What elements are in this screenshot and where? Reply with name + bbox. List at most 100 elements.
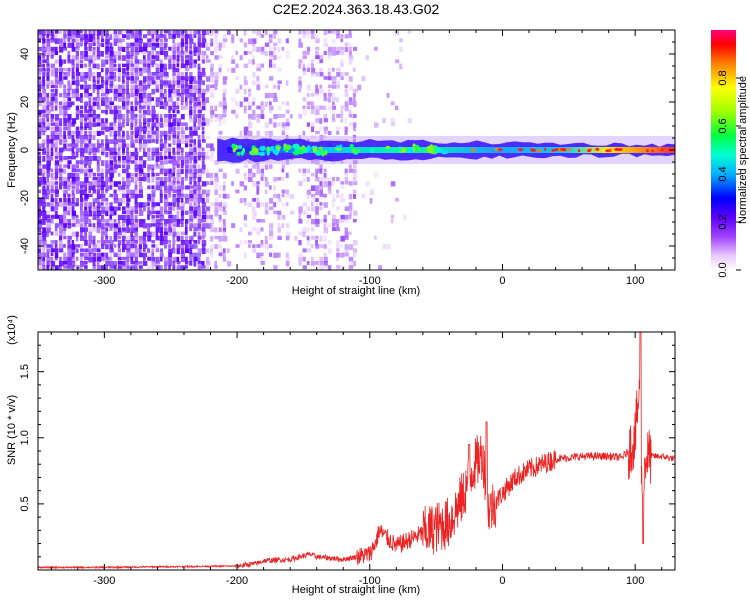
heatmap-cell	[159, 164, 165, 170]
heatmap-cell	[201, 101, 206, 106]
heatmap-cell	[96, 168, 100, 172]
heatmap-cell	[122, 72, 126, 78]
heatmap-cell	[180, 231, 186, 235]
heatmap-cell	[193, 34, 197, 38]
heatmap-cell	[185, 156, 189, 162]
heatmap-cell	[75, 181, 80, 186]
heatmap-cell	[294, 235, 298, 241]
heatmap-cell	[59, 72, 63, 77]
heatmap-cell	[42, 30, 46, 36]
heatmap-cell	[302, 72, 307, 76]
heatmap-cell	[54, 189, 59, 194]
heatmap-cell	[42, 51, 46, 56]
heatmap-cell	[75, 177, 80, 182]
heatmap-cell	[243, 172, 247, 177]
heatmap-cell	[206, 210, 211, 215]
heatmap-cell	[117, 172, 121, 177]
heatmap-cell	[269, 59, 273, 65]
heatmap-cell	[151, 42, 156, 47]
heatmap-cell	[42, 193, 47, 200]
heatmap-cell	[248, 114, 253, 120]
heatmap-cell	[269, 252, 273, 257]
heatmap-cell	[348, 122, 354, 127]
heatmap-cell	[109, 34, 113, 40]
heatmap-cell	[239, 227, 243, 232]
heatmap-cell	[101, 130, 105, 135]
heatmap-cell	[92, 214, 97, 220]
heatmap-cell	[134, 46, 139, 53]
heatmap-cell	[311, 101, 314, 106]
heatmap-cell	[340, 219, 345, 223]
heatmap-cell	[344, 219, 350, 224]
heatmap-cell	[105, 122, 108, 129]
heatmap-cell	[176, 135, 180, 140]
heatmap-cell	[172, 151, 176, 156]
heatmap-cell	[155, 202, 161, 207]
heatmap-cell	[50, 219, 54, 224]
heatmap-cell	[311, 244, 314, 249]
heatmap-cell	[143, 172, 147, 178]
heatmap-cell	[63, 164, 68, 168]
heatmap-cell	[122, 193, 127, 198]
heatmap-cell	[197, 240, 201, 245]
heatmap-cell	[336, 189, 339, 194]
heatmap-cell	[189, 244, 194, 249]
heatmap-cell	[369, 189, 375, 196]
heatmap-cell	[206, 265, 210, 270]
heatmap-cell	[46, 76, 50, 81]
heatmap-cell	[143, 59, 147, 65]
heatmap-cell	[84, 231, 87, 238]
heatmap-cell	[252, 248, 257, 253]
heatmap-cell	[273, 93, 277, 98]
heatmap-cell	[159, 193, 163, 198]
heatmap-cell	[38, 126, 43, 132]
heatmap-cell	[113, 84, 117, 89]
heatmap-cell	[155, 160, 159, 166]
heatmap-cell	[138, 252, 143, 258]
heatmap-cell	[193, 244, 198, 249]
heatmap-cell	[54, 240, 58, 246]
heatmap-cell	[172, 59, 176, 64]
heatmap-cell	[67, 72, 70, 77]
heatmap-cell	[50, 101, 54, 106]
heatmap-cell	[340, 265, 345, 270]
heatmap-cell	[63, 168, 67, 174]
heatmap-cell	[197, 231, 201, 236]
heatmap-cell	[172, 156, 176, 162]
heatmap-cell	[147, 80, 151, 87]
heatmap-cell	[340, 72, 344, 76]
heatmap-cell	[80, 97, 83, 103]
heatmap-cell	[71, 219, 77, 225]
heatmap-cell	[176, 198, 180, 203]
heatmap-cell	[185, 97, 188, 103]
heatmap-cell	[302, 34, 307, 39]
heatmap-cell	[109, 240, 114, 245]
heatmap-cell	[269, 244, 273, 249]
heatmap-cell	[96, 130, 101, 136]
heatmap-cell	[151, 244, 156, 248]
heatmap-cell	[42, 185, 46, 191]
heatmap-cell	[164, 130, 168, 137]
heatmap-cell	[46, 223, 51, 228]
heatmap-cell	[206, 30, 210, 35]
heatmap-cell	[176, 261, 181, 265]
heatmap-cell	[63, 88, 67, 94]
heatmap-cell	[147, 72, 151, 77]
heatmap-cell	[256, 105, 261, 110]
heatmap-cell	[285, 122, 290, 127]
heatmap-cell	[210, 109, 215, 115]
heatmap-cell	[113, 55, 117, 60]
heatmap-cell	[92, 72, 96, 78]
heatmap-cell	[117, 256, 122, 261]
heatmap-cell	[75, 105, 80, 111]
heatmap-cell	[256, 130, 260, 137]
heatmap-cell	[210, 147, 215, 152]
heatmap-cell	[159, 206, 164, 211]
heatmap-cell	[273, 30, 278, 35]
heatmap-cell	[193, 84, 197, 91]
heatmap-cell	[42, 93, 47, 98]
heatmap-cell	[122, 101, 126, 107]
heatmap-cell	[306, 214, 312, 219]
heatmap-cell	[168, 80, 172, 86]
heatmap-cell	[92, 122, 97, 127]
